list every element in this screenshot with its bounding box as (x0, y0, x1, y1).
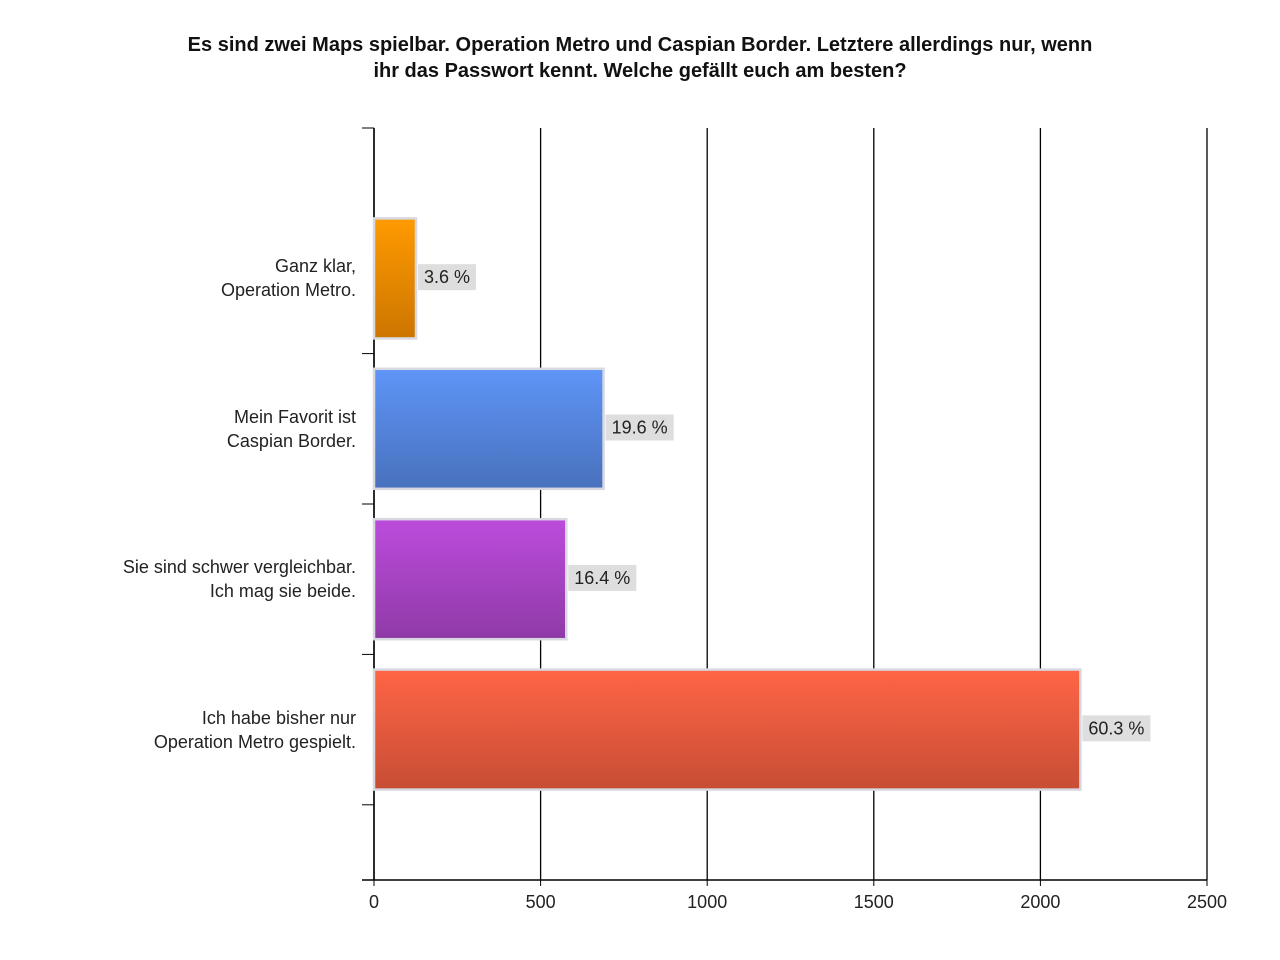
chart-title: Es sind zwei Maps spielbar. Operation Me… (187, 34, 1093, 82)
value-label: 3.6 % (424, 267, 470, 287)
bar (372, 517, 568, 641)
category-label: Mein Favorit ist Caspian Border. (226, 406, 356, 451)
bar (372, 668, 1082, 791)
x-tick-label: 0 (369, 892, 379, 912)
value-label-bg (605, 414, 674, 441)
category-label: Sie sind schwer vergleichbar. Ich mag si… (122, 557, 356, 602)
x-tick-label: 2000 (1020, 892, 1060, 912)
bar (372, 217, 418, 340)
x-tick-label: 500 (526, 892, 556, 912)
x-tick-label: 2500 (1187, 892, 1227, 912)
x-tick-label: 1500 (854, 892, 894, 912)
value-label: 19.6 % (612, 418, 668, 438)
category-label: Ich habe bisher nur Operation Metro gesp… (153, 707, 356, 752)
value-label-bg (1082, 715, 1151, 742)
x-tick-label: 1000 (687, 892, 727, 912)
value-label: 16.4 % (574, 568, 630, 588)
bar (372, 367, 605, 491)
value-label-bg (417, 264, 477, 291)
category-label: Ganz klar, Operation Metro. (220, 256, 356, 301)
value-label-bg (568, 564, 637, 591)
value-label: 60.3 % (1088, 718, 1144, 738)
